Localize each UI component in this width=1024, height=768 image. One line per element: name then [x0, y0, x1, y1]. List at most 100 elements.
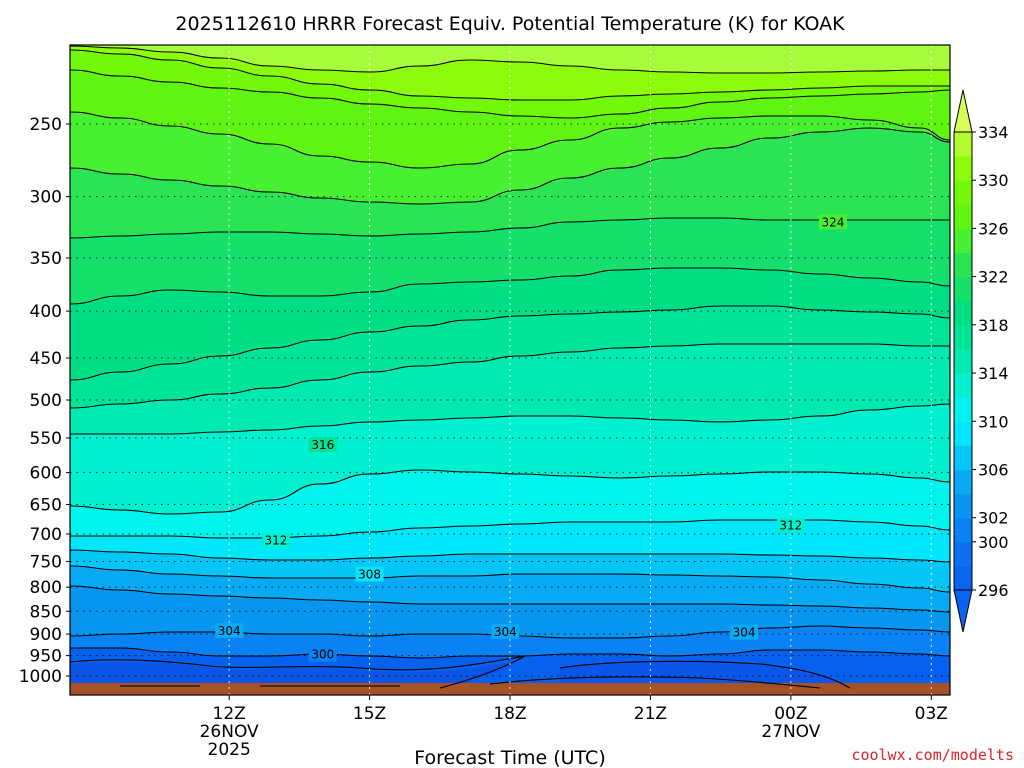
contour-label-bg-1 [308, 437, 337, 453]
colorbar-swatch-308 [954, 421, 972, 446]
contour-lowlevel-3 [489, 676, 821, 689]
colorbar-label-318: 318 [978, 316, 1009, 335]
contour-lowlevel-1 [439, 655, 526, 689]
grid-lines [70, 45, 950, 695]
colorbar-frame [953, 131, 973, 591]
y-tick-label-400: 400 [30, 302, 62, 322]
contour-lowlevel-2 [559, 660, 851, 689]
contour-312 [70, 469, 950, 515]
contour-label-300-8: 300 [311, 648, 334, 662]
contour-label-304-6: 304 [494, 625, 517, 639]
contour-328 [70, 69, 950, 119]
contour-label-308-4: 308 [358, 568, 381, 582]
colorbar-swatch-304 [954, 469, 972, 495]
colorbar-arrow-bottom [953, 589, 973, 633]
y-tick-label-1000: 1000 [19, 667, 62, 687]
y-tick-label-800: 800 [30, 578, 62, 598]
y-tick-label-450: 450 [30, 349, 62, 369]
colorbar-swatch-312 [954, 373, 972, 398]
contour-304 [70, 585, 950, 613]
contour-label-324-0: 324 [822, 215, 845, 229]
x-tick-label-18Z: 18Z [493, 704, 526, 724]
contour-label-bg-5 [215, 622, 244, 638]
x-tick-label-15Z: 15Z [353, 704, 386, 724]
fill-band-324 [70, 112, 950, 204]
contour-label-bg-6 [491, 623, 520, 639]
colorbar-swatch-322 [954, 252, 972, 278]
x-tick-label-03Z: 03Z [915, 704, 948, 724]
fill-pocket-left [70, 660, 520, 688]
x-tick-date-12Z: 26NOV [200, 722, 259, 742]
x-tick-label-12Z: 12Z [213, 704, 246, 724]
colorbar-swatch-326 [954, 204, 972, 229]
colorbar-label-302: 302 [978, 509, 1009, 528]
colorbar-swatch-328 [954, 180, 972, 205]
contour-label-bg-4 [355, 566, 384, 582]
colorbar-label-296: 296 [978, 581, 1009, 600]
colorbar-swatch-332 [954, 132, 972, 157]
contour-label-bg-3 [776, 517, 805, 533]
contour-314 [70, 403, 950, 435]
colorbar-label-322: 322 [978, 268, 1009, 287]
contour-labels: 324 316 312 312 308 304 304 304 300 [215, 214, 847, 662]
y-tick-label-750: 750 [30, 552, 62, 572]
colorbar-label-334: 334 [978, 123, 1009, 142]
colorbar-label-300: 300 [978, 533, 1009, 552]
contour-label-bg-2 [261, 532, 290, 548]
contour-label-316-1: 316 [311, 438, 334, 452]
chart-title: 2025112610 HRRR Forecast Equiv. Potentia… [175, 13, 845, 35]
fill-band-304 [70, 566, 950, 612]
y-tick-label-500: 500 [30, 391, 62, 411]
colorbar-swatch-306 [954, 445, 972, 470]
x-tick-date-00Z: 27NOV [761, 722, 820, 742]
colorbar-swatch-316 [954, 324, 972, 350]
colorbar-arrow-top [953, 89, 973, 133]
colorbar-label-314: 314 [978, 364, 1009, 383]
colorbar-swatch-296 [954, 565, 972, 591]
contour-label-312-3: 312 [779, 518, 802, 532]
colorbar-swatch-324 [954, 228, 972, 254]
colorbar: 334 330 326 322 318 314 310 306 302 300 296 [953, 89, 1009, 633]
y-tick-label-550: 550 [30, 429, 62, 449]
y-tick-label-850: 850 [30, 602, 62, 622]
contour-330 [70, 49, 950, 101]
x-tick-year-12Z: 2025 [208, 740, 251, 760]
y-tick-label-300: 300 [30, 188, 62, 208]
x-tick-label-21Z: 21Z [634, 704, 667, 724]
y-tick-label-700: 700 [30, 525, 62, 545]
x-tick-label-00Z: 00Z [774, 704, 807, 724]
contour-label-bg-0 [818, 214, 847, 230]
contour-332 [70, 45, 950, 74]
fill-band-310 [70, 470, 950, 538]
y-axis: 250 300 350 400 450 500 550 600 650 700 750 800 850 9… [19, 115, 70, 687]
y-tick-label-900: 900 [30, 625, 62, 645]
colorbar-swatch-318 [954, 300, 972, 326]
y-tick-label-250: 250 [30, 115, 62, 135]
contour-318 [70, 305, 950, 381]
contour-316 [70, 343, 950, 409]
contour-310 [70, 519, 950, 539]
x-axis-title: Forecast Time (UTC) [414, 747, 605, 768]
contour-308 [70, 549, 950, 563]
colorbar-label-330: 330 [978, 171, 1009, 190]
contour-lines [70, 45, 950, 689]
colorbar-swatch-302 [954, 493, 972, 519]
colorbar-swatch-314 [954, 348, 972, 374]
colorbar-swatch-298 [954, 541, 972, 567]
contour-306 [70, 565, 950, 593]
contour-label-304-5: 304 [218, 624, 241, 638]
y-tick-label-650: 650 [30, 495, 62, 515]
colorbar-label-310: 310 [978, 412, 1009, 431]
colorbar-swatch-320 [954, 276, 972, 302]
credit-link[interactable]: coolwx.com/modelts [851, 746, 1014, 764]
colorbar-label-326: 326 [978, 219, 1009, 238]
contour-label-bg-7 [730, 624, 759, 640]
y-tick-label-600: 600 [30, 464, 62, 484]
contour-lowlevel-0 [70, 655, 526, 671]
contour-label-304-7: 304 [733, 626, 756, 640]
colorbar-swatch-300 [954, 517, 972, 543]
fill-band-308 [70, 520, 950, 562]
contour-326 [70, 111, 950, 169]
